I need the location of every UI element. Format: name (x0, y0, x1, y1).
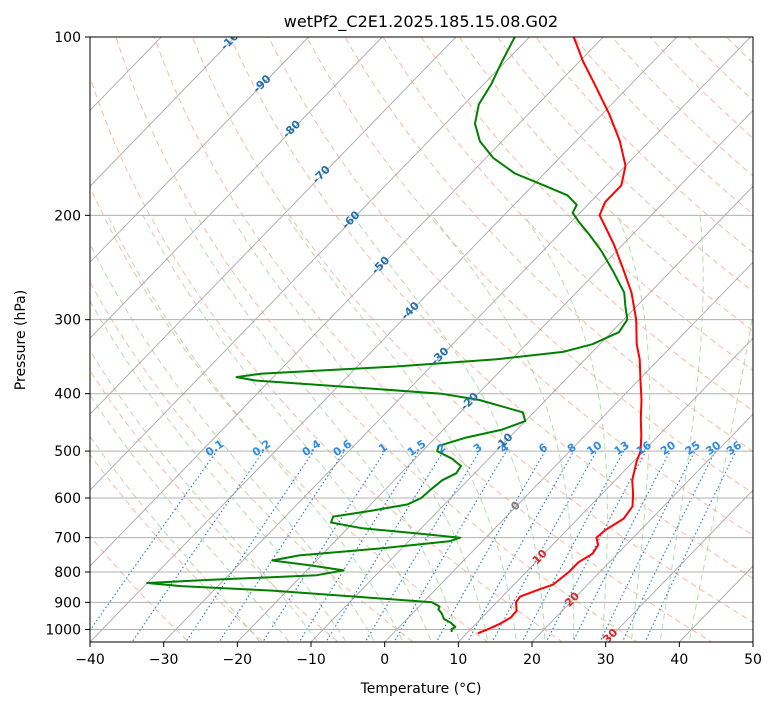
grid (90, 37, 753, 630)
mixing-ratio-line (262, 450, 386, 642)
y-tick-label: 800 (54, 565, 81, 581)
y-tick-label: 1000 (45, 622, 81, 638)
dry-adiabat (420, 37, 753, 372)
x-tick-label: 50 (744, 652, 762, 668)
y-tick-label: 700 (54, 531, 81, 547)
y-tick-label: 600 (54, 491, 81, 507)
temperature-line (477, 37, 643, 635)
y-axis: 100 200 300 400 500 600 700 800 900 1000 (45, 30, 90, 638)
mixing-ratio-line (599, 450, 696, 642)
dry-adiabat (458, 37, 753, 332)
x-tick-label: 20 (523, 652, 541, 668)
x-tick-label: −20 (223, 652, 253, 668)
isotherm (90, 37, 531, 491)
isotherm (236, 109, 753, 642)
dry-adiabat (344, 37, 753, 453)
mixing-ratio-line (218, 450, 345, 642)
moist-adiabat (229, 215, 489, 642)
y-tick-label: 300 (54, 313, 81, 329)
dry-adiabat (90, 281, 414, 642)
isotherm (90, 37, 678, 642)
x-axis-label: Temperature (°C) (360, 681, 482, 697)
isotherm (457, 337, 753, 642)
x-axis: −40 −30 −20 −10 0 10 20 30 40 50 (75, 642, 762, 668)
x-tick-label: −10 (296, 652, 326, 668)
y-tick-label: 400 (54, 387, 81, 403)
mixing-ratio-line (466, 450, 575, 642)
mixing-ratio-line (644, 450, 737, 642)
dry-adiabat (191, 37, 753, 623)
moist-adiabat (107, 215, 404, 642)
moist-adiabat (617, 215, 651, 642)
dry-adiabat (382, 37, 753, 412)
y-tick-label: 200 (54, 208, 81, 224)
plot-background (90, 37, 753, 642)
dry-adiabat (115, 37, 638, 642)
isotherm (90, 37, 604, 567)
isotherm (90, 37, 310, 263)
isotherm (384, 261, 753, 642)
moist-adiabat (90, 299, 347, 642)
isotherm (90, 37, 457, 415)
dewpoint-line (146, 37, 629, 633)
isotherm (90, 37, 383, 339)
mixing-ratio-line (572, 450, 671, 642)
isotherm (90, 37, 236, 187)
y-tick-label: 900 (54, 595, 81, 611)
x-tick-label: −40 (75, 652, 105, 668)
mixing-ratio-line (393, 450, 507, 642)
x-tick-label: 40 (670, 652, 688, 668)
mixing-ratio-line (90, 450, 218, 632)
moist-adiabat (285, 215, 518, 642)
x-tick-label: 10 (449, 652, 467, 668)
moist-adiabat (523, 215, 608, 642)
mixing-ratio-line (364, 450, 481, 642)
y-tick-label: 500 (54, 444, 81, 460)
mixing-ratio-line (185, 450, 314, 642)
moist-adiabat (352, 215, 546, 642)
moist-adiabat (142, 215, 432, 642)
x-tick-label: 0 (380, 652, 389, 668)
isotherm (163, 37, 752, 642)
background-lines (90, 37, 753, 642)
moist-adiabat (90, 349, 319, 642)
chart-title: wetPf2_C2E1.2025.185.15.08.G02 (284, 12, 558, 32)
mixing-ratio-line (131, 450, 265, 642)
moist-adiabat (431, 215, 575, 642)
x-tick-label: 30 (597, 652, 615, 668)
mixing-ratio-line (435, 450, 546, 642)
sounding-curves (146, 37, 643, 635)
isotherm (531, 413, 753, 642)
dry-adiabat (535, 37, 753, 254)
x-tick-label: −30 (149, 652, 179, 668)
y-axis-label: Pressure (hPa) (13, 290, 29, 390)
y-tick-label: 100 (54, 30, 81, 46)
plot-frame (89, 36, 754, 643)
mixing-ratio-line (621, 450, 716, 642)
dry-adiabat (268, 37, 753, 536)
mixing-ratio-line (491, 450, 597, 642)
dry-adiabat (90, 369, 340, 642)
dry-adiabat (90, 535, 190, 642)
moist-adiabat (659, 215, 704, 642)
isotherm (605, 489, 753, 642)
moist-adiabat (90, 242, 376, 642)
dry-adiabat (90, 75, 564, 642)
dry-adiabat (497, 37, 753, 293)
